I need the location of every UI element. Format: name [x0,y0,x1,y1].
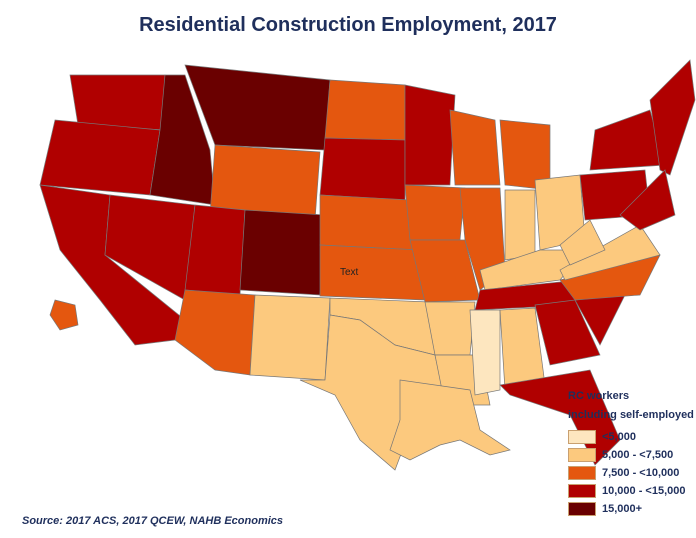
region-sd [319,137,406,201]
region-co [239,209,326,296]
legend-item: 15,000+ [568,500,694,518]
legend-swatch [568,502,596,516]
legend-swatch [568,484,596,498]
legend-swatch [568,448,596,462]
legend-item: 10,000 - <15,000 [568,482,694,500]
legend-label: <5,000 [602,431,636,443]
map-title: Residential Construction Employment, 201… [139,14,557,36]
legend-label: 15,000+ [602,503,643,515]
legend-swatch [568,466,596,480]
region-or [39,119,161,196]
region-wv [559,219,606,266]
region-ne [319,194,421,251]
region-wa [69,74,166,131]
region-ut [184,204,246,296]
region-ga [534,299,601,366]
region-ak [389,379,511,461]
region-mt [184,64,331,151]
map-text-label: Text [340,267,359,278]
source-note: Source: 2017 ACS, 2017 QCEW, NAHB Econom… [22,515,284,527]
region-nm [249,294,331,381]
legend-label: 5,000 - <7,500 [602,449,674,461]
region-ms [469,309,501,396]
region-in [504,189,536,261]
region-va [559,224,661,281]
region-ne_region [649,59,696,176]
legend-heading: RC workers [568,390,630,402]
legend-item: 7,500 - <10,000 [568,464,694,482]
legend-item: 5,000 - <7,500 [568,446,694,464]
region-wi [449,109,501,186]
legend-swatch [568,430,596,444]
legend: RC workers including self-employed <5,00… [568,390,694,518]
region-hi [49,299,79,331]
legend-label: 10,000 - <15,000 [602,485,686,497]
region-mn [404,84,456,186]
legend-label: 7,500 - <10,000 [602,467,680,479]
legend-subheading: including self-employed [568,409,694,421]
region-al [499,307,546,391]
region-az [174,289,256,376]
region-nd [324,79,406,141]
legend-item: <5,000 [568,428,694,446]
region-md_nj [619,169,676,231]
region-ks [319,244,426,301]
region-ia [404,184,466,241]
